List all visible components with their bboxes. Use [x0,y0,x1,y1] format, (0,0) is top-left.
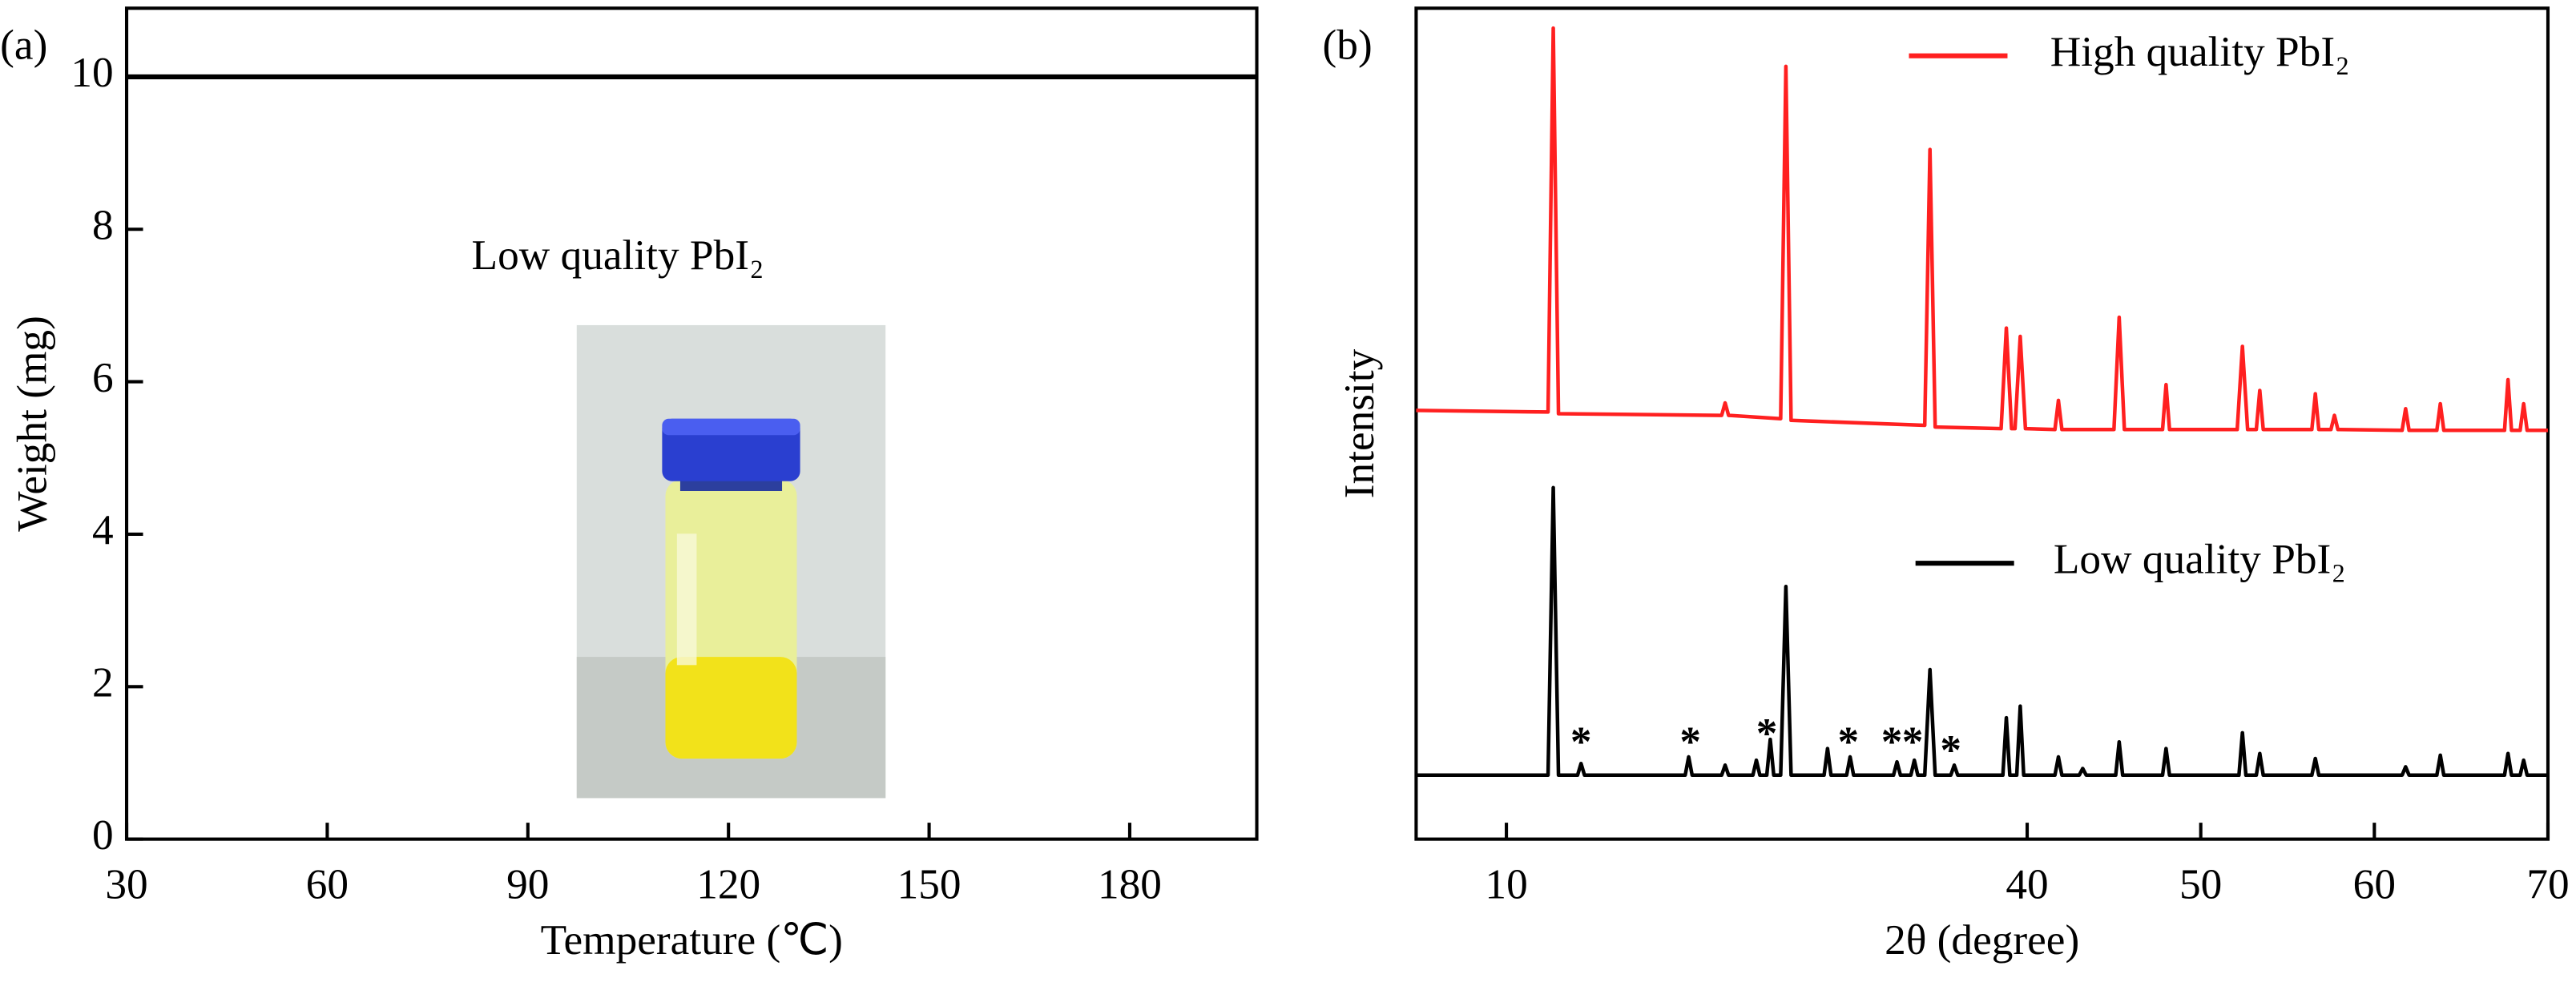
peak-marker: * [1570,718,1592,766]
x-axis-label: 2θ (degree) [1885,916,2079,964]
y-tick-label: 4 [92,506,114,553]
x-tick-label: 50 [2179,860,2222,908]
peak-marker: * [1756,710,1778,757]
data-line [1416,26,2548,433]
data-line [1416,485,2548,778]
x-tick-label: 70 [2526,860,2569,908]
annotation: Low quality PbI₂ [472,231,764,279]
y-tick-label: 10 [71,49,113,96]
x-tick-label: 60 [2353,860,2396,908]
x-tick-label: 60 [306,860,349,908]
peak-marker: * [1902,718,1924,766]
plot-frame [124,6,1259,841]
x-tick-label: 40 [2006,860,2048,908]
peak-marker: * [1881,718,1903,766]
y-axis-label: Weight (mg) [9,316,56,532]
vial-photo [576,324,886,799]
plot-frame [1414,6,2550,841]
x-tick-label: 150 [897,860,961,908]
peak-marker: * [1838,718,1860,766]
y-tick-label: 6 [92,354,114,401]
legend-label: High quality PbI₂ [2050,28,2350,75]
x-tick-label: 120 [696,860,760,908]
peak-marker: * [1679,718,1701,766]
x-tick-label: 180 [1098,860,1162,908]
y-tick-label: 2 [92,659,114,706]
x-axis-label: Temperature (℃) [541,916,843,964]
panel-label: (a) [0,22,47,69]
legend-label: Low quality PbI₂ [2054,535,2346,582]
peak-marker: * [1940,726,1961,774]
x-tick-label: 90 [506,860,549,908]
y-tick-label: 8 [92,201,114,248]
y-axis-label: Intensity [1336,348,1383,498]
panel-label: (b) [1323,22,1373,69]
y-tick-label: 0 [92,811,114,859]
x-tick-label: 30 [105,860,147,908]
x-tick-label: 10 [1485,860,1527,908]
